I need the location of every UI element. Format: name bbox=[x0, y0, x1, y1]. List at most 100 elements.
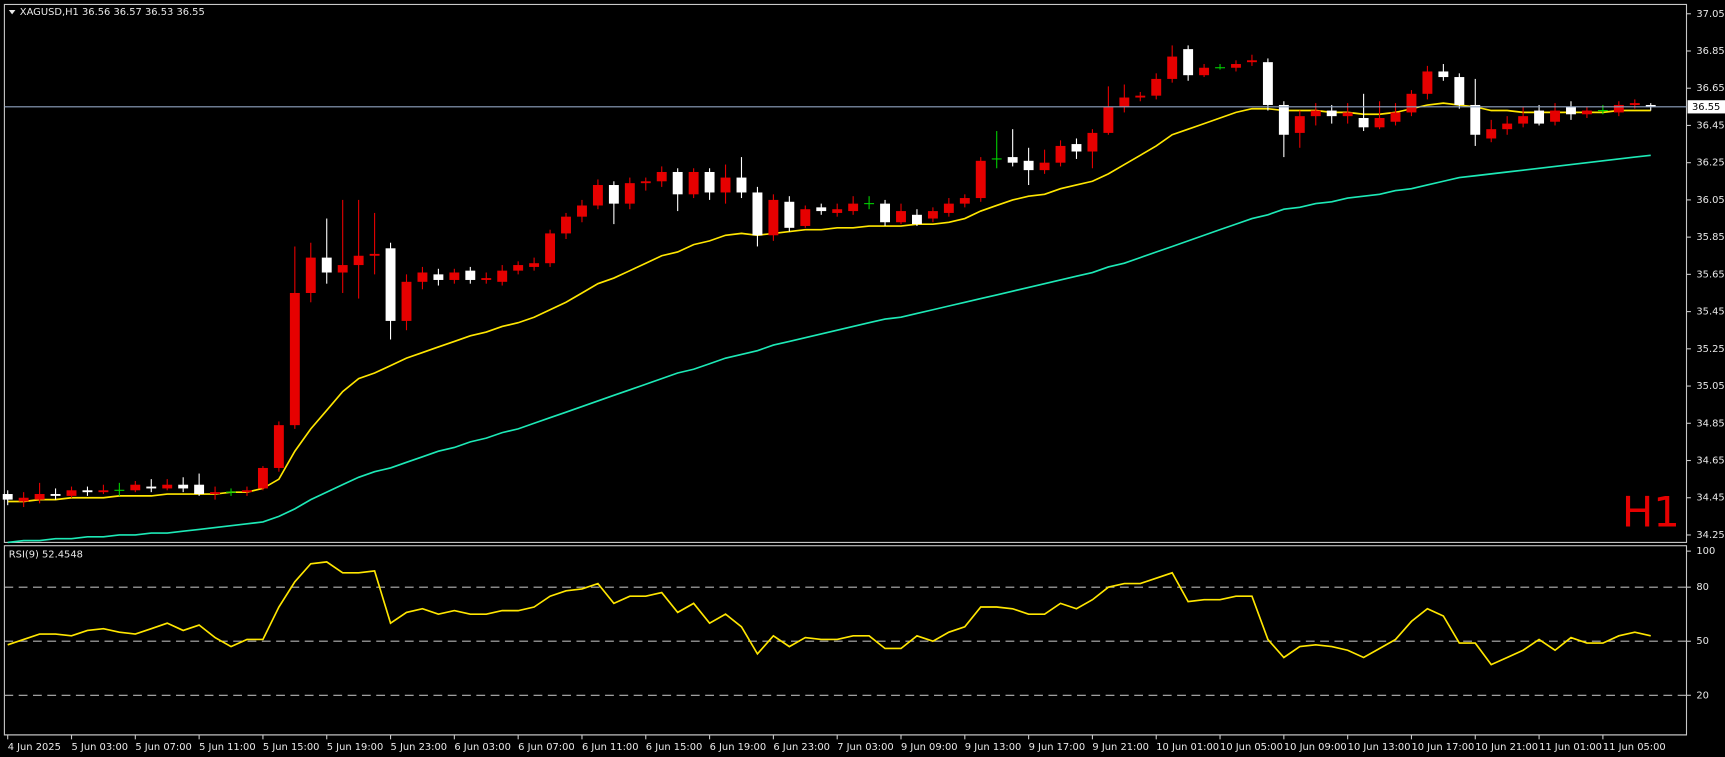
y-tick-label: 36.45 bbox=[1696, 120, 1724, 131]
candle-body bbox=[832, 209, 843, 213]
y-tick-label: 36.85 bbox=[1696, 46, 1724, 57]
candle-body bbox=[896, 211, 906, 223]
candle-body bbox=[1454, 77, 1465, 105]
x-tick-label: 6 Jun 15:00 bbox=[646, 742, 703, 753]
x-tick-label: 6 Jun 03:00 bbox=[454, 742, 511, 753]
y-tick-label: 34.25 bbox=[1696, 530, 1724, 541]
candle-body bbox=[1502, 123, 1513, 130]
candle-body bbox=[497, 270, 508, 282]
candle-body bbox=[656, 171, 667, 182]
y-tick-label: 80 bbox=[1696, 582, 1709, 593]
y-tick-label: 100 bbox=[1696, 546, 1715, 557]
x-tick-label: 6 Jun 23:00 bbox=[773, 742, 830, 753]
x-tick-label: 10 Jun 13:00 bbox=[1348, 742, 1411, 753]
candle-body bbox=[624, 183, 635, 204]
candle-body bbox=[1055, 145, 1066, 163]
candle-body bbox=[1406, 93, 1417, 113]
symbol: XAGUSD,H1 bbox=[20, 7, 79, 18]
candle-body bbox=[784, 201, 795, 228]
rsi-line bbox=[7, 561, 1651, 666]
candle-body bbox=[1629, 103, 1640, 105]
candle-body bbox=[848, 203, 859, 212]
candle-body bbox=[98, 490, 109, 493]
candle-body bbox=[353, 255, 364, 266]
candle-body bbox=[975, 160, 986, 199]
candle-body bbox=[1119, 97, 1130, 107]
candle-body bbox=[959, 198, 970, 204]
y-tick-label: 35.25 bbox=[1696, 344, 1724, 355]
candle-body bbox=[1422, 71, 1433, 94]
y-tick-label: 35.85 bbox=[1696, 232, 1724, 243]
candle-body bbox=[242, 490, 252, 493]
price-label: 36.55 bbox=[1692, 102, 1720, 113]
y-tick-label: 36.65 bbox=[1696, 83, 1724, 94]
menu-arrow bbox=[8, 9, 16, 15]
candle-body bbox=[305, 257, 316, 293]
y-tick-label: 20 bbox=[1696, 690, 1709, 701]
candle-body bbox=[1151, 78, 1162, 96]
candle-body bbox=[1246, 60, 1257, 63]
x-tick-label: 10 Jun 21:00 bbox=[1475, 742, 1538, 753]
candle-body bbox=[927, 211, 938, 219]
candle-body bbox=[1023, 160, 1034, 171]
candle-body bbox=[800, 209, 811, 226]
candle-body bbox=[66, 490, 77, 496]
candle-body bbox=[1294, 116, 1305, 133]
candle-body bbox=[1278, 104, 1289, 135]
candle-body bbox=[561, 216, 571, 234]
y-tick-label: 35.45 bbox=[1696, 307, 1724, 318]
candle-body bbox=[752, 192, 763, 236]
y-tick-label: 35.65 bbox=[1696, 269, 1724, 280]
candle-body bbox=[194, 484, 205, 495]
candle-body bbox=[672, 171, 683, 195]
header-close: 36.55 bbox=[176, 7, 204, 18]
candle-body bbox=[257, 467, 268, 489]
header-open: 36.56 bbox=[82, 7, 110, 18]
candle-body bbox=[1470, 104, 1481, 135]
candle-body bbox=[1135, 95, 1146, 98]
candle-body bbox=[449, 272, 460, 280]
candle-body bbox=[1358, 118, 1369, 128]
candle-body bbox=[1581, 110, 1592, 115]
candle-body bbox=[433, 274, 444, 280]
price-label-box bbox=[1687, 100, 1725, 114]
candle-body bbox=[1566, 106, 1576, 115]
moving-average bbox=[7, 154, 1651, 544]
candle-body bbox=[1262, 62, 1273, 105]
x-tick-label: 11 Jun 05:00 bbox=[1603, 742, 1666, 753]
y-tick-label: 35.05 bbox=[1696, 381, 1724, 392]
x-tick-label: 5 Jun 11:00 bbox=[199, 742, 256, 753]
x-tick-label: 10 Jun 09:00 bbox=[1284, 742, 1347, 753]
x-tick-label: 9 Jun 09:00 bbox=[901, 742, 958, 753]
candle-body bbox=[146, 486, 157, 489]
x-tick-label: 10 Jun 17:00 bbox=[1411, 742, 1474, 753]
candle-body bbox=[1613, 104, 1624, 113]
candle-body bbox=[688, 171, 699, 195]
candle-body bbox=[1039, 162, 1050, 171]
candle-body bbox=[1438, 71, 1449, 78]
candle-body bbox=[912, 214, 922, 225]
candle-body bbox=[1518, 116, 1529, 124]
candle-body bbox=[577, 205, 587, 217]
candle-body bbox=[736, 177, 747, 193]
y-tick-label: 36.25 bbox=[1696, 158, 1724, 169]
candle-body bbox=[385, 248, 396, 321]
candle-body bbox=[369, 253, 380, 256]
main-plot bbox=[2, 45, 1656, 544]
candle-body bbox=[816, 207, 827, 212]
candle-body bbox=[1486, 129, 1497, 139]
x-tick-label: 5 Jun 19:00 bbox=[327, 742, 384, 753]
y-tick-label: 36.05 bbox=[1696, 195, 1724, 206]
candle-body bbox=[943, 203, 954, 213]
x-tick-label: 10 Jun 05:00 bbox=[1220, 742, 1283, 753]
x-tick-label: 5 Jun 07:00 bbox=[135, 742, 192, 753]
candle-body bbox=[1007, 157, 1018, 163]
x-tick-label: 7 Jun 03:00 bbox=[837, 742, 894, 753]
candle-body bbox=[130, 484, 141, 491]
x-tick-label: 10 Jun 01:00 bbox=[1156, 742, 1219, 753]
candle-body bbox=[1183, 49, 1194, 76]
timeframe-label: H1 bbox=[1622, 487, 1680, 536]
